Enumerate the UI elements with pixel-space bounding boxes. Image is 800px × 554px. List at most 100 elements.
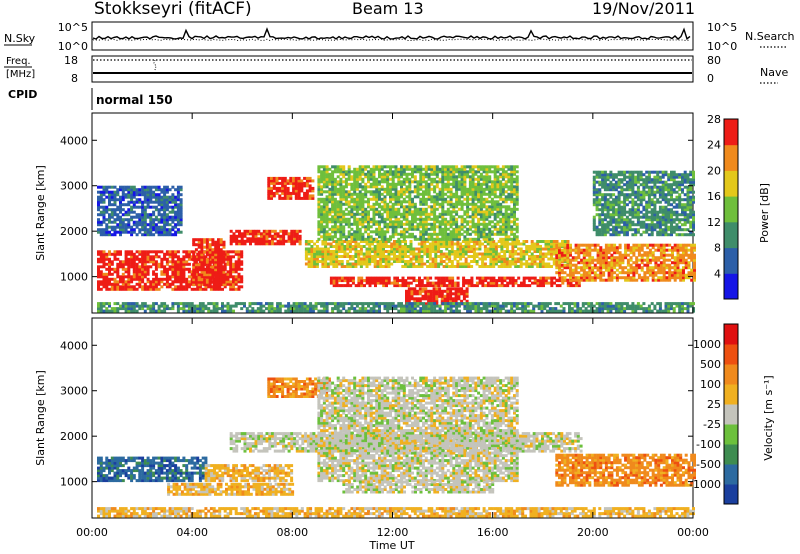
data-cell	[152, 272, 156, 276]
data-cell	[555, 271, 559, 275]
data-cell	[419, 210, 423, 214]
data-cell	[400, 192, 403, 196]
data-cell	[569, 251, 572, 255]
data-cell	[143, 200, 147, 204]
data-cell	[640, 253, 644, 257]
data-cell	[237, 275, 241, 279]
data-cell	[441, 170, 445, 174]
data-cell	[372, 192, 376, 196]
data-cell	[383, 202, 387, 206]
data-cell	[423, 247, 427, 251]
data-cell	[482, 210, 486, 214]
data-cell	[471, 195, 475, 199]
data-cell	[499, 205, 503, 209]
data-cell	[433, 210, 437, 214]
data-cell	[328, 237, 332, 241]
data-cell	[364, 172, 368, 176]
data-cell	[383, 200, 387, 204]
data-cell	[379, 247, 383, 251]
data-cell	[482, 217, 486, 221]
data-cell	[488, 187, 492, 191]
data-cell	[427, 167, 431, 171]
data-cell	[149, 280, 153, 284]
data-cell	[281, 191, 285, 195]
data-cell	[511, 250, 515, 253]
data-cell	[394, 207, 398, 211]
data-cell	[651, 273, 655, 277]
data-cell	[657, 246, 661, 250]
data-cell	[389, 207, 392, 211]
data-cell	[229, 260, 233, 264]
data-cell	[99, 260, 103, 264]
data-cell	[105, 185, 109, 189]
data-cell	[504, 210, 508, 214]
data-cell	[449, 217, 453, 221]
data-cell	[479, 207, 483, 211]
data-cell	[113, 190, 117, 194]
data-cell	[490, 185, 494, 189]
data-cell	[412, 255, 416, 258]
data-cell	[626, 271, 630, 275]
data-cell	[379, 279, 383, 283]
data-cell	[411, 200, 414, 204]
data-cell	[325, 210, 329, 214]
data-cell	[444, 187, 448, 191]
data-cell	[364, 185, 368, 189]
data-cell	[354, 245, 358, 248]
freq-label: Freq.	[6, 56, 31, 67]
data-cell	[336, 200, 340, 204]
data-cell	[232, 280, 235, 284]
data-cell	[643, 271, 647, 275]
data-cell	[662, 253, 666, 257]
data-cell	[389, 172, 392, 176]
data-cell	[347, 170, 351, 174]
data-cell	[553, 281, 556, 285]
data-cell	[401, 240, 405, 243]
data-cell	[632, 243, 636, 247]
data-cell	[254, 237, 258, 241]
data-cell	[355, 180, 359, 184]
data-cell	[427, 237, 431, 241]
data-cell	[457, 289, 461, 293]
data-cell	[171, 252, 175, 256]
data-cell	[422, 200, 425, 204]
data-cell	[282, 242, 286, 246]
data-cell	[307, 242, 311, 246]
data-cell	[569, 276, 572, 280]
data-cell	[481, 262, 485, 266]
data-cell	[102, 220, 106, 224]
data-cell	[290, 239, 294, 243]
data-cell	[369, 225, 373, 229]
data-cell	[544, 255, 548, 258]
data-cell	[174, 272, 178, 276]
data-cell	[496, 167, 500, 171]
data-cell	[278, 176, 282, 180]
data-cell	[208, 250, 212, 254]
data-cell	[116, 188, 120, 192]
data-cell	[124, 225, 128, 229]
data-cell	[362, 262, 366, 266]
data-cell	[347, 177, 351, 181]
data-cell	[138, 215, 142, 219]
data-cell	[135, 287, 139, 291]
data-cell	[501, 227, 505, 231]
data-cell	[237, 285, 241, 289]
data-cell	[410, 294, 414, 298]
data-cell	[501, 225, 505, 229]
data-cell	[626, 278, 630, 282]
data-cell	[203, 273, 207, 277]
data-cell	[369, 230, 373, 234]
data-cell	[325, 200, 329, 204]
data-cell	[673, 261, 677, 265]
data-cell	[337, 240, 341, 243]
data-cell	[380, 217, 384, 221]
data-cell	[335, 247, 339, 251]
data-cell	[382, 260, 385, 263]
data-cell	[391, 225, 395, 229]
data-cell	[138, 270, 142, 274]
data-cell	[297, 196, 301, 200]
data-cell	[687, 248, 691, 252]
data-cell	[146, 228, 150, 232]
data-cell	[629, 251, 633, 255]
data-cell	[588, 256, 592, 260]
